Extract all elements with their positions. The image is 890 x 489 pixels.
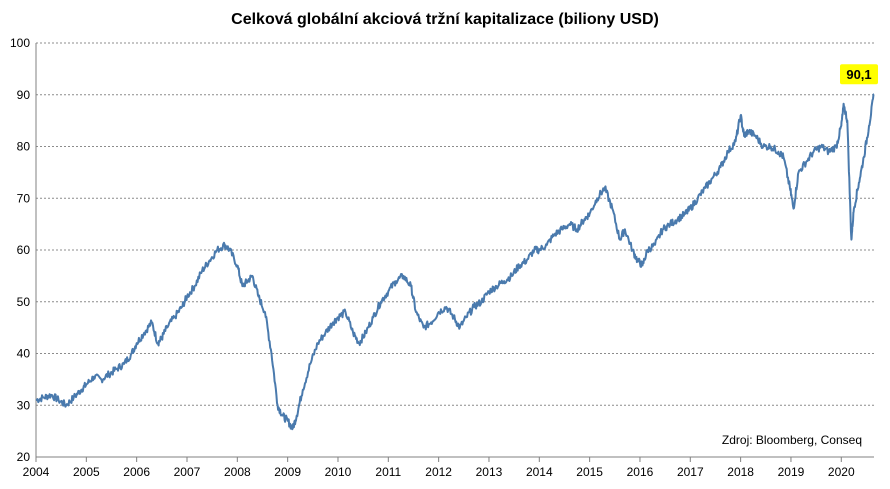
- y-tick-label: 70: [17, 191, 31, 205]
- x-tick-label: 2009: [274, 465, 301, 479]
- y-tick-label: 20: [17, 450, 31, 464]
- y-tick-label: 90: [17, 88, 31, 102]
- x-tick-label: 2010: [325, 465, 352, 479]
- x-tick-label: 2006: [123, 465, 150, 479]
- gridlines: [36, 42, 874, 406]
- source-note: Zdroj: Bloomberg, Conseq: [722, 433, 862, 447]
- x-tick-label: 2017: [677, 465, 704, 479]
- y-axis: 20 30 40 50 60 70 80 90 100: [10, 36, 37, 464]
- x-tick-label: 2005: [73, 465, 100, 479]
- series-line: [35, 93, 875, 431]
- x-tick-label: 2012: [425, 465, 452, 479]
- x-tick-label: 2016: [627, 465, 654, 479]
- x-tick-label: 2018: [727, 465, 754, 479]
- callout-background: [840, 64, 878, 85]
- x-tick-label: 2013: [476, 465, 503, 479]
- y-tick-label: 30: [17, 398, 31, 412]
- value-callout: 90,1: [840, 64, 878, 85]
- x-tick-label: 2015: [576, 465, 603, 479]
- y-tick-label: 40: [17, 347, 31, 361]
- x-tick-label: 2004: [23, 465, 50, 479]
- y-tick-label: 100: [10, 36, 30, 50]
- x-tick-label: 2019: [778, 465, 805, 479]
- callout-label: 90,1: [846, 67, 871, 82]
- x-tick-label: 2014: [526, 465, 553, 479]
- x-tick-label: 2008: [224, 465, 251, 479]
- chart-title: Celková globální akciová tržní kapitaliz…: [231, 11, 659, 28]
- y-tick-label: 60: [17, 243, 31, 257]
- y-tick-label: 50: [17, 295, 31, 309]
- x-tick-label: 2020: [828, 465, 855, 479]
- y-tick-label: 80: [17, 140, 31, 154]
- x-tick-label: 2011: [375, 465, 401, 479]
- x-tick-label: 2007: [174, 465, 201, 479]
- x-axis: 2004 2005 2006 2007 2008 2009 2010 2011 2012 2013…: [23, 456, 874, 479]
